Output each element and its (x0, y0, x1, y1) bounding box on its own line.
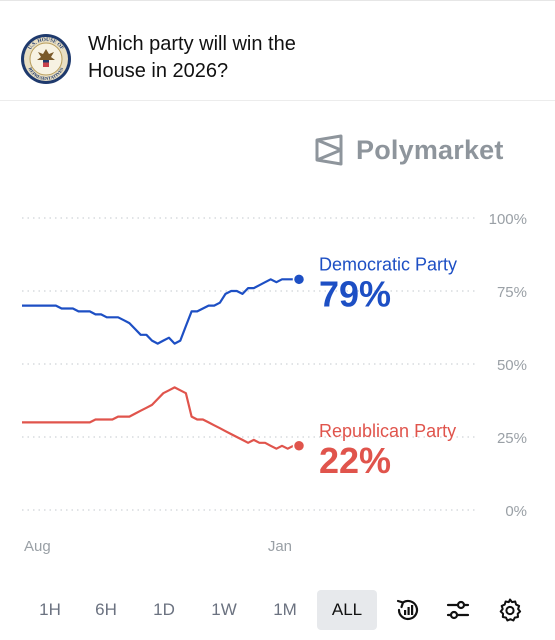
timeframe-1h-button[interactable]: 1H (39, 600, 61, 619)
republican-series-name: Republican Party (319, 421, 456, 441)
timeframe-1w-button[interactable]: 1W (211, 600, 237, 619)
polymarket-brand: Polymarket (314, 131, 504, 169)
republican-series-line (22, 386, 299, 450)
brand-name: Polymarket (356, 134, 504, 165)
us-house-seal-icon: U.S. HOUSE OF REPRESENTATIVES (21, 34, 71, 84)
market-title-line-2: House in 2026? (88, 60, 229, 82)
settings-icon[interactable] (496, 596, 524, 624)
price-chart[interactable]: 100% 75% 50% 25% 0% Aug Jan Democratic Party79%… (0, 0, 555, 580)
y-tick-label: 25% (497, 430, 527, 447)
x-tick-label: Aug (24, 538, 51, 555)
y-tick-label: 100% (489, 211, 527, 228)
republican-current-value: 22% (319, 440, 391, 481)
polymarket-logo-icon (315, 134, 343, 166)
democratic-series-name: Democratic Party (319, 254, 457, 274)
timeframe-1m-button[interactable]: 1M (273, 600, 297, 619)
top-divider (0, 0, 555, 4)
republican-current-point (292, 439, 306, 453)
timeframe-6h-button[interactable]: 6H (95, 600, 117, 619)
filters-icon[interactable] (444, 596, 472, 624)
x-tick-label: Jan (268, 538, 292, 555)
y-tick-label: 75% (497, 284, 527, 301)
y-tick-label: 50% (497, 357, 527, 374)
democratic-current-value: 79% (319, 273, 391, 314)
democratic-current-point (292, 273, 306, 286)
market-header: U.S. HOUSE OF REPRESENTATIVES Which part… (0, 0, 555, 101)
democratic-series-line (22, 278, 299, 345)
annotations-icon[interactable] (394, 596, 422, 624)
timeframe-bar: 1H 6H 1D 1W 1M ALL (20, 590, 540, 630)
timeframe-all-button[interactable]: ALL (317, 590, 377, 630)
y-tick-label: 0% (505, 503, 527, 520)
timeframe-1d-button[interactable]: 1D (153, 600, 175, 619)
market-title-line-1: Which party will win the (88, 33, 296, 55)
market-title[interactable]: Which party will win the House in 2026? (88, 31, 418, 85)
